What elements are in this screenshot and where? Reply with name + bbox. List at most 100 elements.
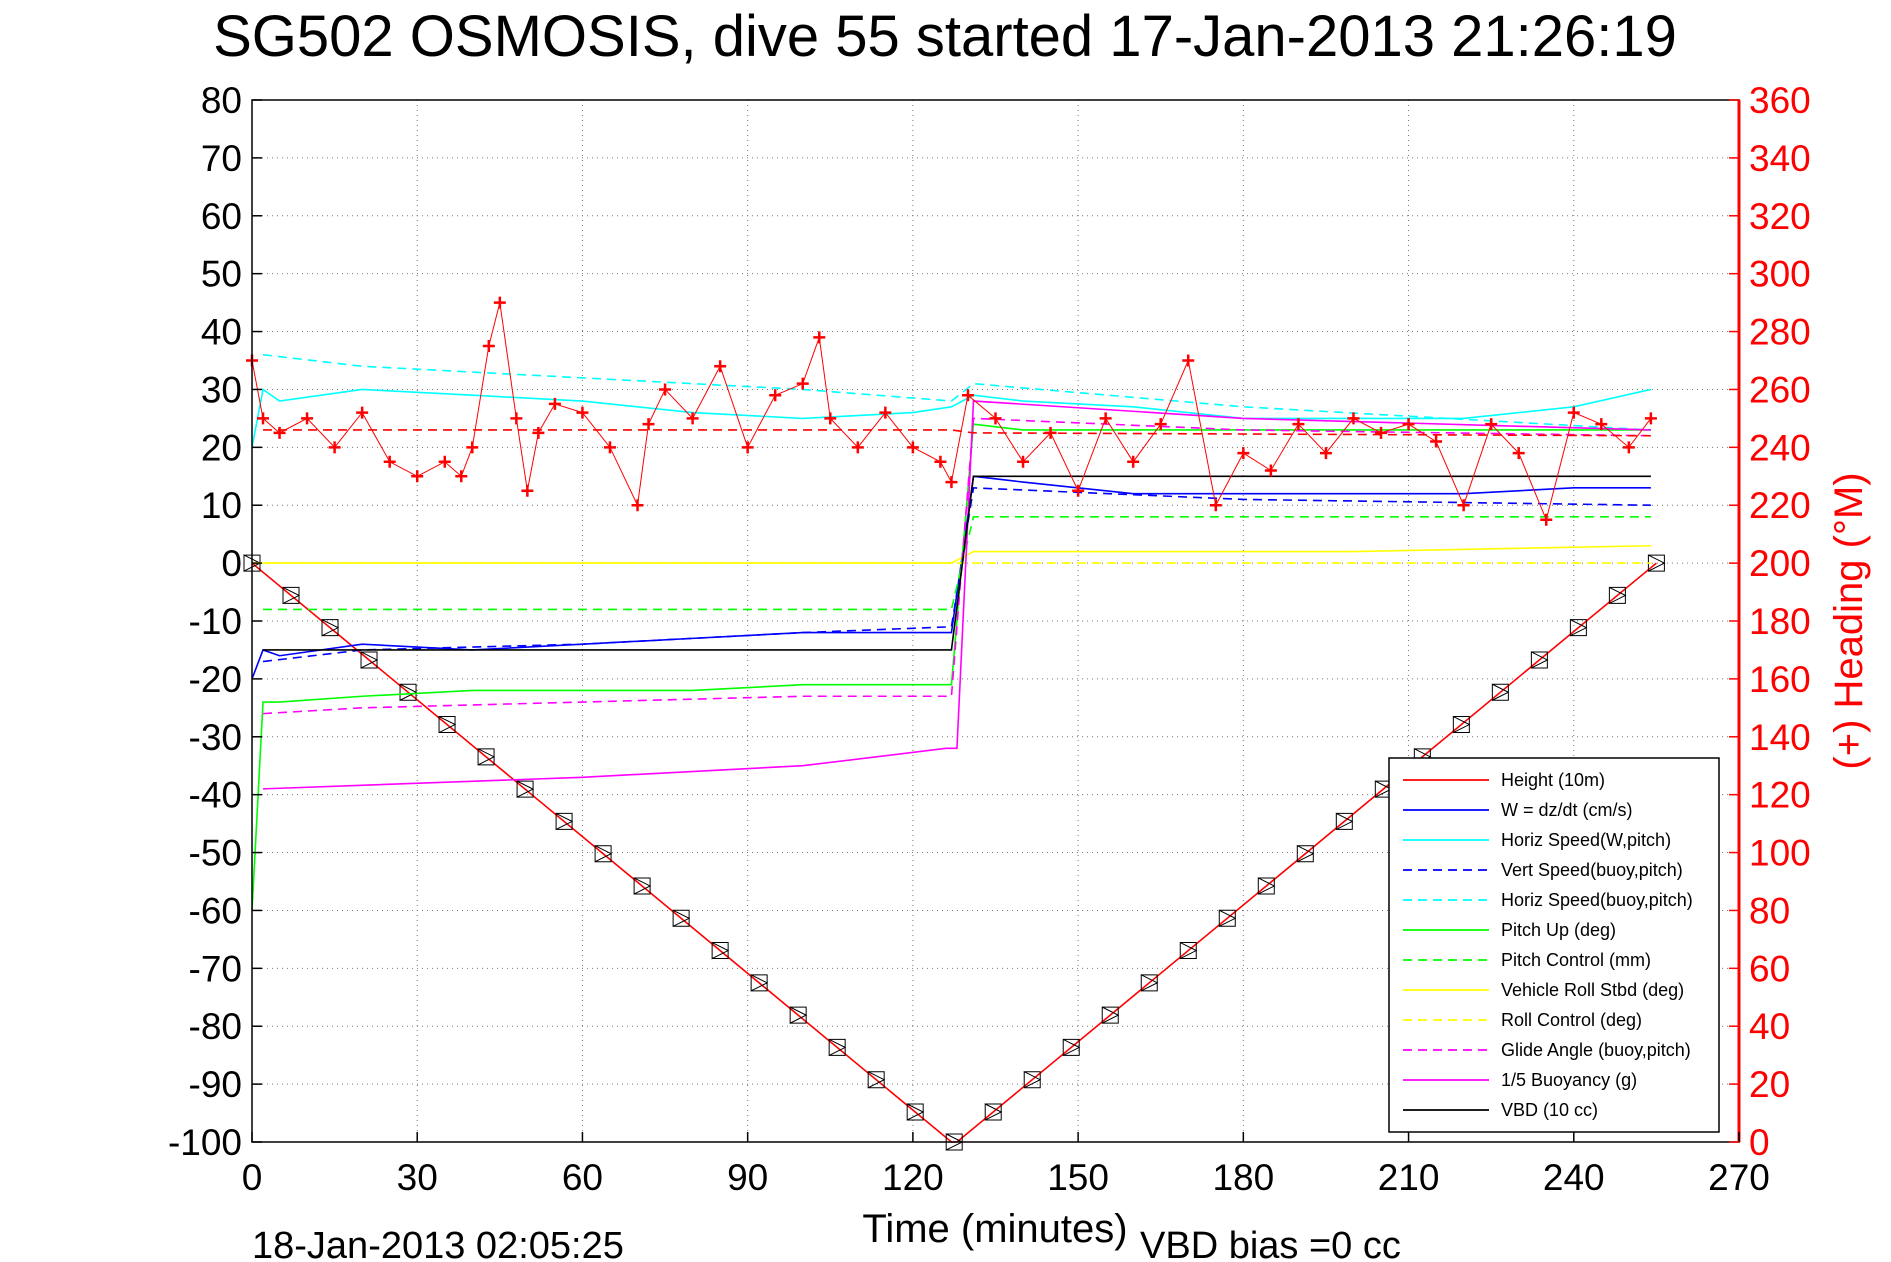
y2-tick-label: 160 <box>1749 659 1811 700</box>
series-line <box>263 429 1651 437</box>
series-horiz-speed-buoy-pitch <box>262 353 1651 431</box>
height-marker <box>828 1038 847 1057</box>
height-marker <box>1569 618 1588 637</box>
footer-vbd-bias: VBD bias =0 cc <box>1140 1225 1401 1262</box>
x-tick-label: 150 <box>1047 1157 1109 1198</box>
series-heading-control <box>263 429 1651 437</box>
height-marker <box>633 877 652 895</box>
height-marker <box>1530 651 1549 669</box>
y-tick-label: -50 <box>189 833 242 874</box>
height-marker <box>282 586 301 605</box>
height-marker <box>360 651 379 669</box>
legend-entry: Vehicle Roll Stbd (deg) <box>1501 980 1684 1000</box>
legend: Height (10m) W = dz/dt (cm/s) Horiz Speed(… <box>1388 757 1720 1133</box>
legend-entry: Roll Control (deg) <box>1501 1010 1642 1030</box>
y-axis-ticks: 80 70 60 50 40 30 20 10 0 -10 -20 -30 -40 -50 -60 -70 -8… <box>168 80 262 1163</box>
y-tick-label: -10 <box>189 601 242 642</box>
y2-tick-label: 20 <box>1749 1064 1790 1105</box>
x-tick-label: 180 <box>1212 1157 1274 1198</box>
y2-tick-label: 320 <box>1749 196 1811 237</box>
y-tick-label: -60 <box>189 890 242 931</box>
y-tick-label: 40 <box>201 312 242 353</box>
y-tick-label: -100 <box>168 1122 242 1163</box>
y2-tick-label: 360 <box>1749 80 1811 121</box>
y-tick-label: -70 <box>189 948 242 989</box>
y-tick-label: -80 <box>189 1006 242 1047</box>
legend-entry: Pitch Up (deg) <box>1501 920 1616 940</box>
height-marker <box>477 748 496 766</box>
height-marker <box>672 909 691 928</box>
height-marker <box>984 1103 1003 1121</box>
y-tick-label: 80 <box>201 80 242 121</box>
x-tick-label: 120 <box>882 1157 944 1198</box>
series-line <box>262 417 1651 715</box>
series-w-dz-dt-cm-s <box>251 475 1651 680</box>
height-marker <box>1218 909 1237 928</box>
y2-tick-label: 260 <box>1749 369 1811 410</box>
footer-timestamp: 18-Jan-2013 02:05:25 <box>252 1225 624 1262</box>
series-glide-angle-buoy-pitch <box>262 417 1651 715</box>
legend-entry: Height (10m) <box>1501 770 1605 790</box>
y2-tick-label: 340 <box>1749 138 1811 179</box>
y2-tick-label: 300 <box>1749 254 1811 295</box>
x-tick-label: 270 <box>1708 1157 1770 1198</box>
height-marker <box>555 812 574 831</box>
y2-tick-label: 220 <box>1749 485 1811 526</box>
height-marker <box>438 715 457 734</box>
legend-entry: Pitch Control (mm) <box>1501 950 1651 970</box>
y-tick-label: -90 <box>189 1064 242 1105</box>
y-tick-label: 60 <box>201 196 242 237</box>
y-tick-label: -30 <box>189 717 242 758</box>
legend-entry: 1/5 Buoyancy (g) <box>1501 1070 1637 1090</box>
height-marker <box>1062 1038 1081 1057</box>
series-vbd-10-cc <box>263 475 1651 651</box>
height-marker <box>867 1070 886 1089</box>
height-marker <box>1101 1006 1120 1024</box>
y-tick-label: -20 <box>189 659 242 700</box>
series-line <box>252 544 1651 564</box>
x-tick-label: 90 <box>727 1157 768 1198</box>
y2-tick-label: 40 <box>1749 1006 1790 1047</box>
height-marker <box>1257 877 1276 895</box>
height-marker <box>906 1103 925 1121</box>
series-line <box>251 423 1651 911</box>
series-line <box>251 388 1652 448</box>
y2-tick-label: 180 <box>1749 601 1811 642</box>
series-vehicle-roll-stbd-deg <box>252 544 1651 564</box>
series-line <box>263 475 1651 651</box>
height-marker <box>594 844 613 863</box>
height-marker <box>1491 683 1510 702</box>
series-vert-speed-buoy-pitch <box>262 487 1651 663</box>
height-marker <box>1335 812 1354 831</box>
series-line <box>251 475 1651 680</box>
x-axis-label: Time (minutes) <box>862 1207 1127 1251</box>
x-axis-ticks: 0 30 60 90 120 150 180 210 240 270 <box>242 1132 1770 1198</box>
y-tick-label: 20 <box>201 427 242 468</box>
y-tick-label: 10 <box>201 485 242 526</box>
height-marker <box>1452 715 1471 734</box>
height-marker <box>1608 586 1627 605</box>
y2-tick-label: 100 <box>1749 833 1811 874</box>
height-marker <box>1023 1070 1042 1089</box>
y-tick-label: 30 <box>201 369 242 410</box>
legend-entry: W = dz/dt (cm/s) <box>1501 800 1633 820</box>
y-tick-label: 0 <box>221 543 242 584</box>
y2-tick-label: 280 <box>1749 312 1811 353</box>
y-tick-label: 50 <box>201 254 242 295</box>
legend-entry: Horiz Speed(W,pitch) <box>1501 830 1671 850</box>
y2-axis-ticks: 3603403203002802602402202001801601401201… <box>1729 80 1811 1163</box>
series-horiz-speed-w-pitch <box>251 388 1652 448</box>
y2-tick-label: 140 <box>1749 717 1811 758</box>
x-tick-label: 210 <box>1378 1157 1440 1198</box>
legend-entry: Vert Speed(buoy,pitch) <box>1501 860 1683 880</box>
y2-tick-label: 120 <box>1749 775 1811 816</box>
y2-tick-label: 60 <box>1749 948 1790 989</box>
y2-tick-label: 200 <box>1749 543 1811 584</box>
x-tick-label: 60 <box>562 1157 603 1198</box>
height-marker <box>1140 974 1159 992</box>
height-marker <box>750 974 769 992</box>
y-tick-label: -40 <box>189 775 242 816</box>
series-heading <box>246 296 1657 526</box>
series-pitch-up-deg <box>251 423 1651 911</box>
height-marker <box>516 780 535 798</box>
